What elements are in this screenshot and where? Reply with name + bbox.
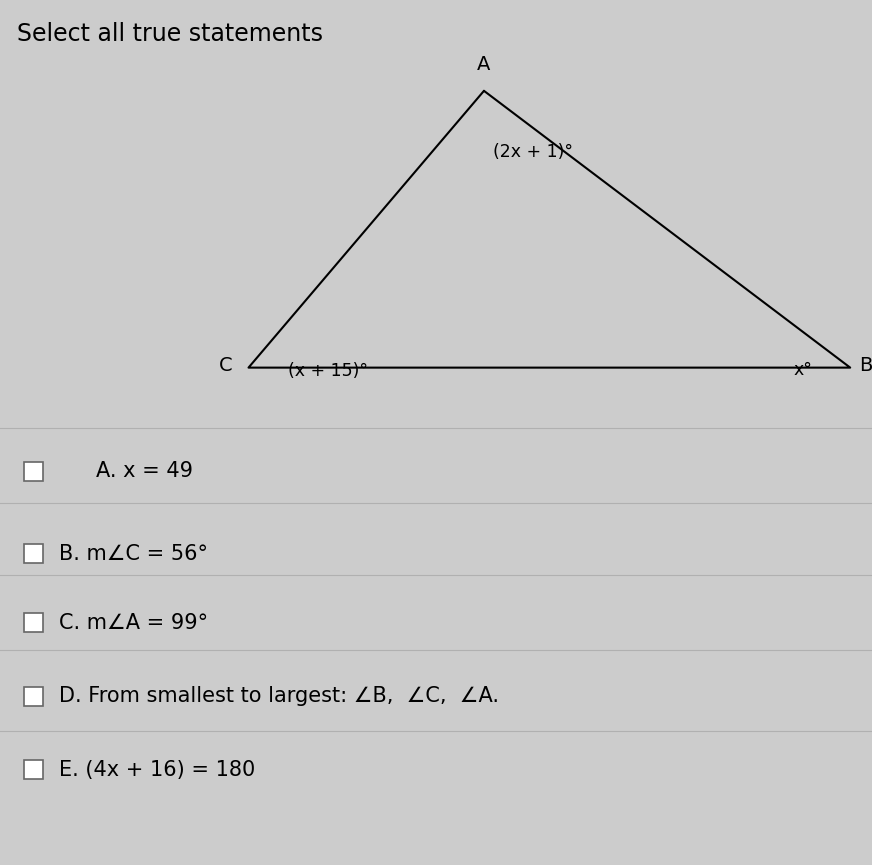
Bar — [24, 544, 43, 563]
Text: E. (4x + 16) = 180: E. (4x + 16) = 180 — [59, 759, 255, 780]
Bar — [24, 760, 43, 779]
Text: (2x + 1)°: (2x + 1)° — [493, 143, 573, 161]
Bar — [24, 613, 43, 632]
Text: A. x = 49: A. x = 49 — [96, 461, 193, 482]
Text: x°: x° — [794, 361, 813, 379]
Text: A: A — [477, 54, 491, 74]
Text: B. m∠C = 56°: B. m∠C = 56° — [59, 543, 208, 564]
Bar — [24, 687, 43, 706]
Text: D. From smallest to largest: ∠B,  ∠C,  ∠A.: D. From smallest to largest: ∠B, ∠C, ∠A. — [59, 686, 500, 707]
Text: (x + 15)°: (x + 15)° — [288, 362, 368, 380]
Text: C. m∠A = 99°: C. m∠A = 99° — [59, 612, 208, 633]
Text: Select all true statements: Select all true statements — [17, 22, 324, 46]
Bar — [24, 462, 43, 481]
Text: C: C — [219, 356, 233, 375]
Text: B: B — [859, 356, 872, 375]
